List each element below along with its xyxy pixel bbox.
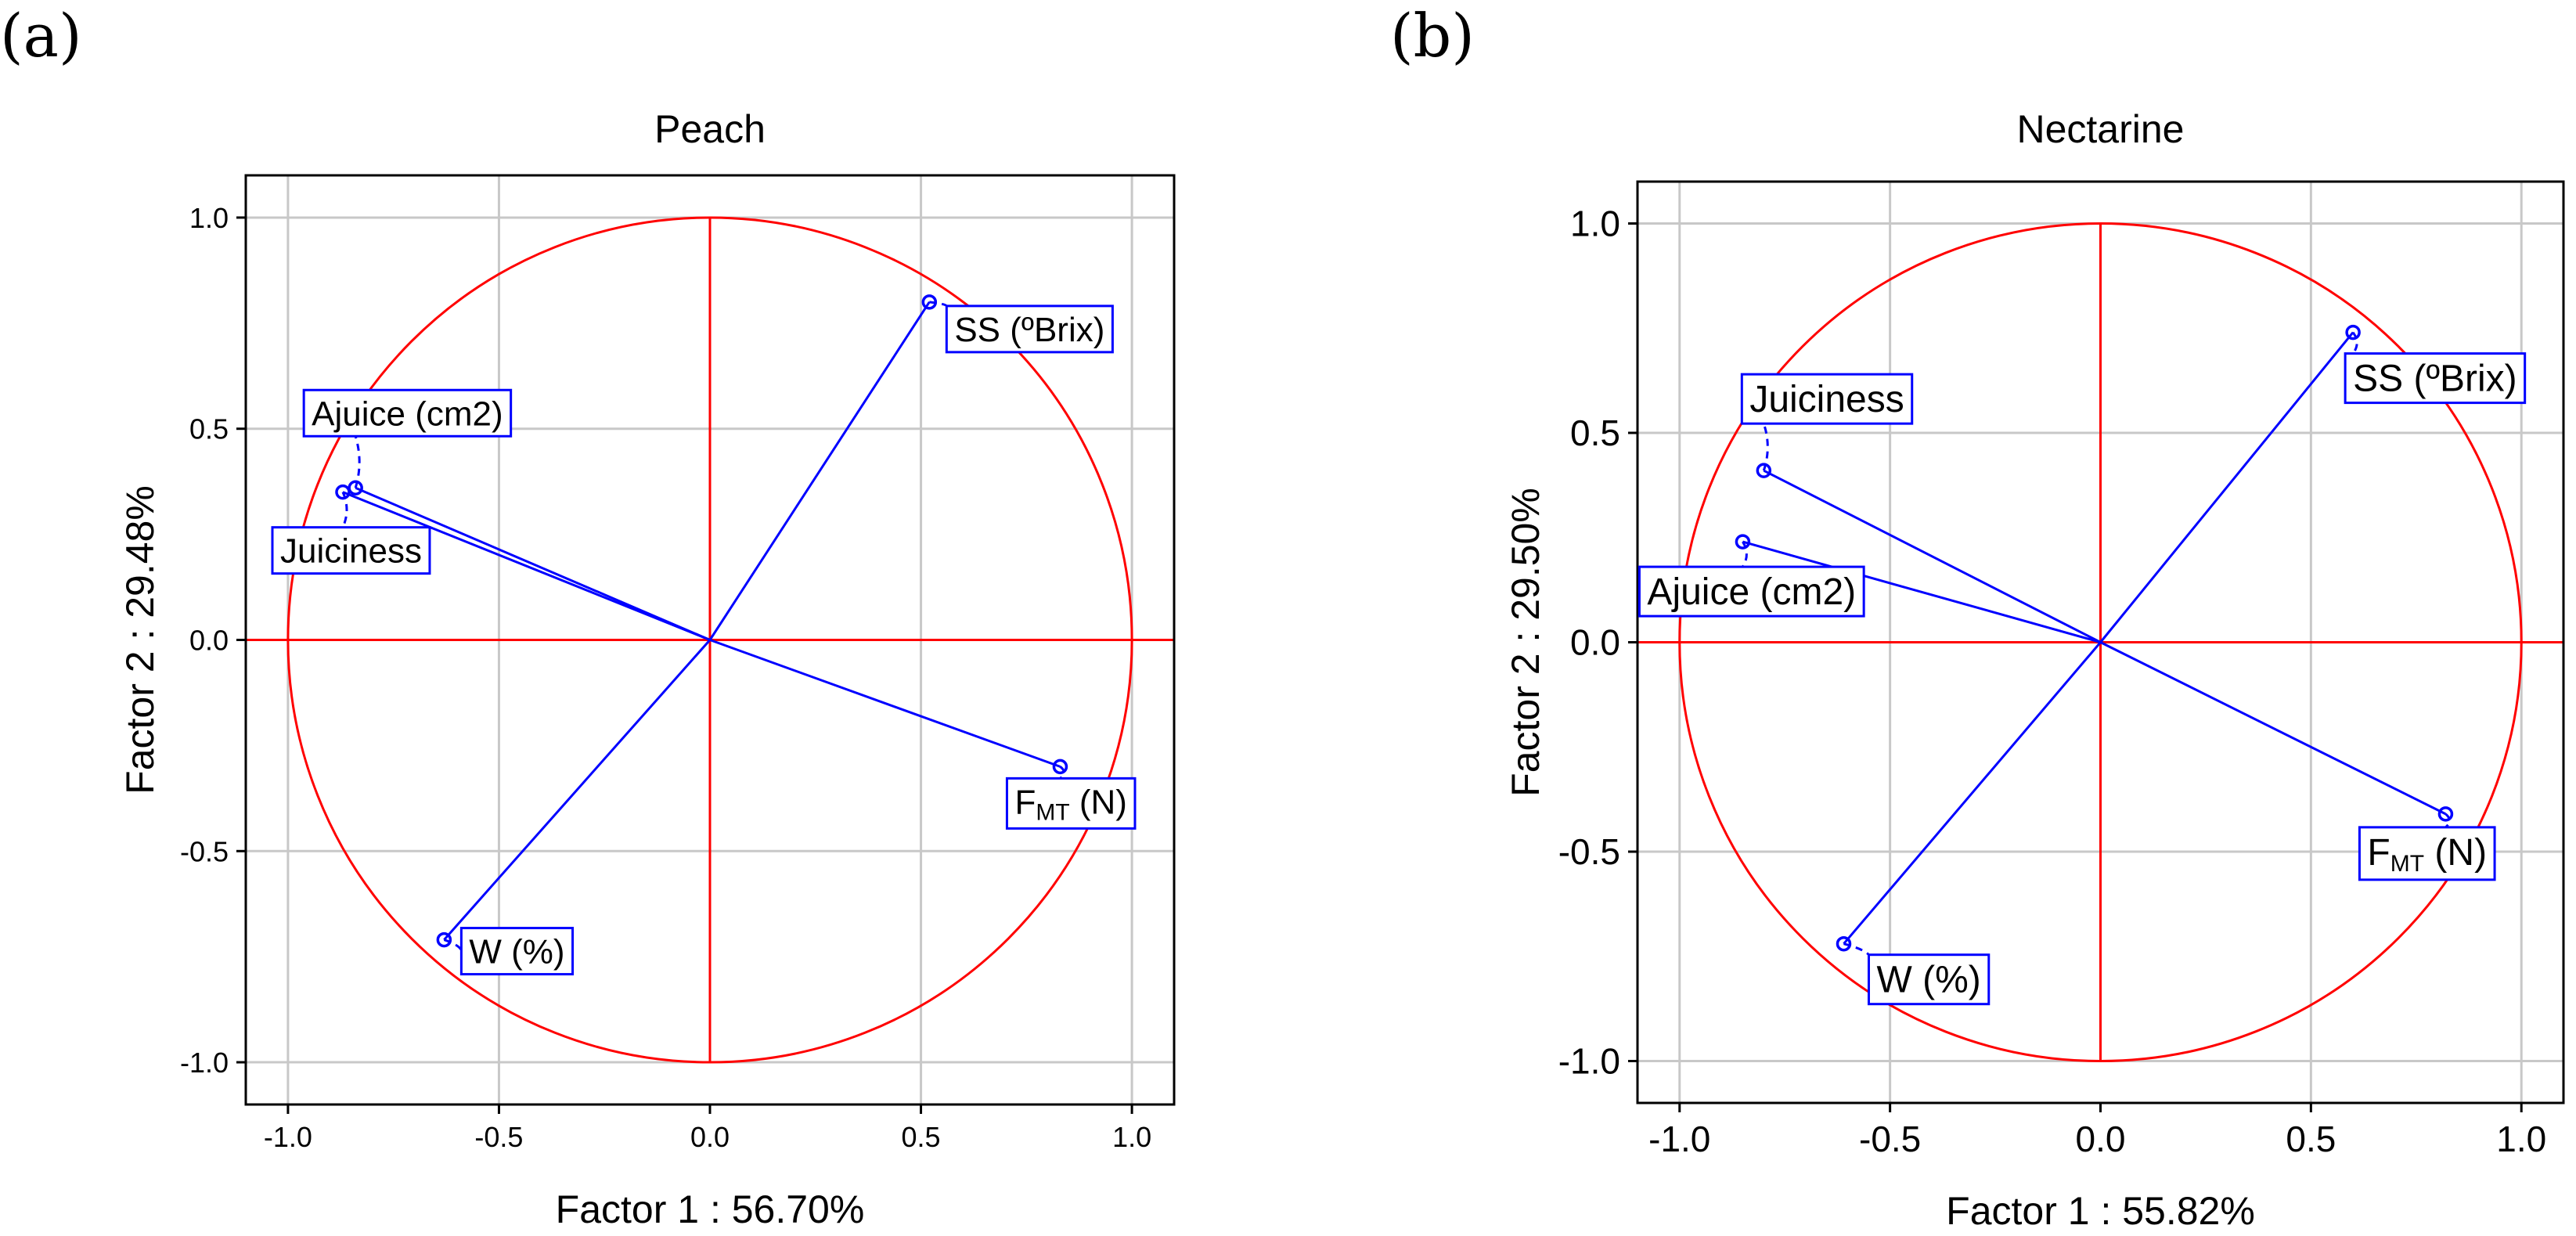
chart-title: Peach (654, 107, 766, 151)
x-tick-label: -1.0 (1648, 1119, 1710, 1159)
y-tick-label: 0.0 (1570, 622, 1620, 663)
vector-ajuice-cm (1742, 540, 2101, 643)
vector-juiciness (342, 491, 711, 641)
x-tick-label: 0.5 (902, 1121, 941, 1153)
leader-w (443, 939, 463, 952)
x-tick-label: -0.5 (474, 1121, 523, 1153)
x-axis-title: Factor 1 : 55.82% (1946, 1189, 2255, 1233)
label-ss-brix: SS (ºBrix) (954, 311, 1104, 349)
point-f-mt (2437, 806, 2454, 822)
y-tick-label: -1.0 (1558, 1041, 1620, 1082)
leader-juiciness (1762, 423, 1769, 471)
label-f-mt: FMT (N) (2367, 832, 2487, 877)
vector-juiciness (1763, 469, 2102, 643)
label-box-ss-brix (945, 304, 1114, 354)
leader-ss-brix (2351, 331, 2358, 355)
label-w: W (%) (1876, 960, 1980, 1001)
leader-ajuice-cm (354, 435, 361, 488)
label-box-f-mt (1005, 777, 1137, 830)
label-ss-brix: SS (ºBrix) (2353, 359, 2517, 400)
y-tick-label: 0.5 (1570, 413, 1620, 453)
label-ajuice-cm: Ajuice (cm2) (1647, 571, 1856, 613)
vector-f-mt (709, 639, 1061, 768)
vector-f-mt (2099, 641, 2447, 816)
vector-ss-brix (708, 301, 931, 641)
vector-ss-brix (2099, 331, 2354, 643)
label-box-w (1867, 953, 1991, 1006)
panel-letter-b: (b) (1390, 1, 1475, 70)
leader-ajuice-cm (1742, 541, 1748, 568)
label-juiciness: Juiciness (280, 532, 422, 571)
y-tick-label: 0.5 (189, 413, 229, 445)
y-tick-label: 1.0 (1570, 204, 1620, 244)
leader-w (1843, 942, 1870, 956)
vector-w (443, 639, 712, 941)
x-axis-title: Factor 1 : 56.70% (556, 1187, 865, 1231)
panel-letter-a: (a) (0, 1, 82, 70)
label-box-juiciness (1740, 373, 1914, 425)
leader-f-mt (1059, 766, 1065, 780)
x-tick-label: 1.0 (1112, 1121, 1151, 1153)
point-w (1836, 935, 1852, 952)
label-ajuice-cm: Ajuice (cm2) (312, 395, 503, 433)
chart-peach: -1.0 -0.5 0.0 0.5 1.0 -1.0 -0.5 0.0 0.5 1.0 Peach F… (118, 107, 1176, 1231)
leader-ss-brix (929, 301, 948, 307)
y-tick-label: 1.0 (189, 202, 229, 234)
vector-ajuice-cm (355, 486, 711, 641)
point-juiciness (335, 484, 351, 500)
label-w: W (%) (469, 933, 564, 971)
label-box-w (459, 927, 575, 976)
label-box-ajuice-cm (1637, 565, 1865, 618)
vector-w (1843, 641, 2102, 945)
x-tick-label: 0.0 (690, 1121, 730, 1153)
label-box-f-mt (2358, 826, 2496, 881)
point-juiciness (1756, 463, 1772, 478)
x-tick-label: 0.5 (2286, 1119, 2336, 1159)
y-tick-label: 0.0 (189, 625, 229, 657)
leader-f-mt (2444, 813, 2451, 828)
y-tick-label: -0.5 (1558, 831, 1620, 872)
chart-nectarine: -1.0 -0.5 0.0 0.5 1.0 -1.0 -0.5 0.0 0.5 1.0 Nectar… (1504, 107, 2565, 1233)
y-tick-label: -0.5 (180, 835, 229, 867)
x-tick-label: -0.5 (1859, 1119, 1921, 1159)
label-box-ss-brix (2344, 352, 2527, 405)
chart-title: Nectarine (2017, 107, 2185, 151)
point-ss-brix (2345, 324, 2361, 341)
leader-juiciness (341, 492, 348, 528)
y-tick-label: -1.0 (180, 1047, 229, 1079)
x-tick-label: 1.0 (2496, 1119, 2546, 1159)
label-box-ajuice-cm (302, 388, 513, 438)
point-ajuice-cm (1735, 534, 1751, 550)
label-f-mt: FMT (N) (1014, 783, 1127, 825)
x-tick-label: 0.0 (2076, 1119, 2126, 1159)
point-w (436, 932, 452, 948)
label-juiciness: Juiciness (1749, 379, 1904, 420)
point-f-mt (1052, 759, 1068, 775)
y-axis-title: Factor 2 : 29.50% (1504, 488, 1547, 797)
x-tick-label: -1.0 (264, 1121, 312, 1153)
y-axis-title: Factor 2 : 29.48% (118, 485, 162, 795)
point-ajuice-cm (348, 480, 363, 496)
label-box-juiciness (271, 526, 431, 575)
